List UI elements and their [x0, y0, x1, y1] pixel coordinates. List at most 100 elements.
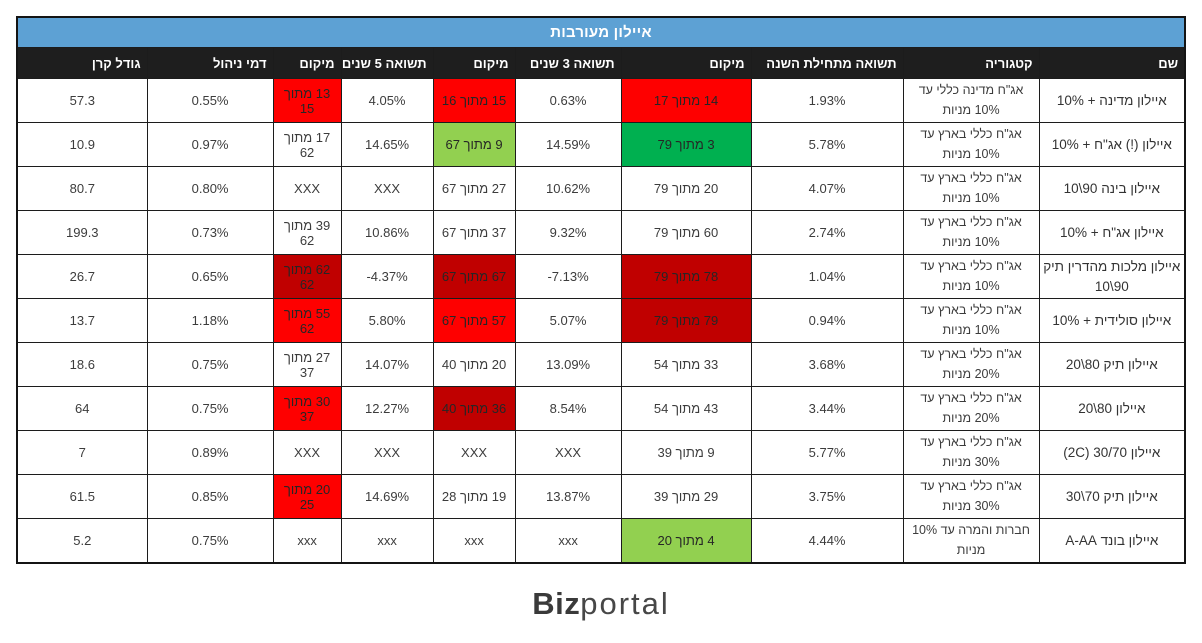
- cell-y3: XXX: [514, 430, 622, 475]
- cell-rank_y3: 27 מתוך 67: [432, 166, 516, 211]
- cell-rank_y3: 36 מתוך 40: [432, 386, 516, 431]
- cell-rank_y3: 19 מתוך 28: [432, 474, 516, 519]
- cell-fee: 0.89%: [146, 430, 274, 475]
- cell-name: איילון בונד A-AA: [1038, 518, 1186, 564]
- cell-ytd: 3.44%: [750, 386, 904, 431]
- cell-fee: 0.80%: [146, 166, 274, 211]
- cell-y3: 5.07%: [514, 298, 622, 343]
- cell-name: איילון בינה 90\10: [1038, 166, 1186, 211]
- logo-biz: Biz: [532, 586, 581, 621]
- cell-rank_y3: 67 מתוך 67: [432, 254, 516, 299]
- col-header-rank-3y: מיקום: [432, 47, 516, 79]
- col-header-fund-size: גודל קרן: [16, 47, 148, 79]
- cell-size: 61.5: [16, 474, 148, 519]
- cell-y3: 8.54%: [514, 386, 622, 431]
- title-row: איילון מעורבות: [16, 16, 1186, 48]
- cell-rank_ytd: 78 מתוך 79: [620, 254, 752, 299]
- table-row: איילון מלכות מהדרין תיק 90\10 אג"ח כללי ב…: [16, 254, 1186, 299]
- cell-y5: 5.80%: [340, 298, 434, 343]
- cell-fee: 0.97%: [146, 122, 274, 167]
- cell-y5: 14.07%: [340, 342, 434, 387]
- cell-ytd: 3.75%: [750, 474, 904, 519]
- cell-rank_ytd: 14 מתוך 17: [620, 78, 752, 123]
- cell-size: 5.2: [16, 518, 148, 564]
- cell-name: איילון מלכות מהדרין תיק 90\10: [1038, 254, 1186, 299]
- cell-ytd: 5.78%: [750, 122, 904, 167]
- table-row: איילון מדינה + 10% אג"ח מדינה כללי עד 10%…: [16, 78, 1186, 123]
- table-row: איילון בונד A-AA חברות והמרה עד 10% מניות…: [16, 518, 1186, 564]
- cell-category: אג"ח כללי בארץ עד 20% מניות: [902, 386, 1040, 431]
- cell-rank_y5: 13 מתוך 15: [272, 78, 342, 123]
- cell-rank_y3: 20 מתוך 40: [432, 342, 516, 387]
- cell-fee: 0.65%: [146, 254, 274, 299]
- cell-category: אג"ח כללי בארץ עד 10% מניות: [902, 122, 1040, 167]
- cell-size: 57.3: [16, 78, 148, 123]
- cell-rank_y5: 62 מתוך 62: [272, 254, 342, 299]
- cell-rank_ytd: 4 מתוך 20: [620, 518, 752, 564]
- cell-y5: 12.27%: [340, 386, 434, 431]
- cell-y3: 13.09%: [514, 342, 622, 387]
- table-row: איילון בינה 90\10 אג"ח כללי בארץ עד 10% מ…: [16, 166, 1186, 211]
- cell-rank_ytd: 29 מתוך 39: [620, 474, 752, 519]
- cell-size: 199.3: [16, 210, 148, 255]
- col-header-rank-5y: מיקום: [272, 47, 342, 79]
- cell-name: איילון מדינה + 10%: [1038, 78, 1186, 123]
- col-header-category: קטגוריה: [902, 47, 1040, 79]
- cell-y3: 0.63%: [514, 78, 622, 123]
- cell-rank_y5: 20 מתוך 25: [272, 474, 342, 519]
- table-row: איילון 80\20 אג"ח כללי בארץ עד 20% מניות 3…: [16, 386, 1186, 431]
- cell-y5: 14.65%: [340, 122, 434, 167]
- bizportal-logo[interactable]: Bizportal: [0, 586, 1202, 622]
- cell-rank_ytd: 20 מתוך 79: [620, 166, 752, 211]
- cell-y3: -7.13%: [514, 254, 622, 299]
- cell-rank_ytd: 33 מתוך 54: [620, 342, 752, 387]
- cell-rank_y3: 15 מתוך 16: [432, 78, 516, 123]
- cell-fee: 0.75%: [146, 386, 274, 431]
- table-title: איילון מעורבות: [16, 16, 1186, 48]
- cell-category: אג"ח כללי בארץ עד 10% מניות: [902, 254, 1040, 299]
- cell-rank_y5: xxx: [272, 518, 342, 564]
- cell-category: אג"ח כללי בארץ עד 30% מניות: [902, 430, 1040, 475]
- table-row: איילון תיק 70\30 אג"ח כללי בארץ עד 30% מנ…: [16, 474, 1186, 519]
- cell-ytd: 5.77%: [750, 430, 904, 475]
- cell-category: חברות והמרה עד 10% מניות: [902, 518, 1040, 564]
- cell-category: אג"ח כללי בארץ עד 20% מניות: [902, 342, 1040, 387]
- cell-category: אג"ח כללי בארץ עד 30% מניות: [902, 474, 1040, 519]
- table-row: איילון 30/70 (2C) אג"ח כללי בארץ עד 30% מ…: [16, 430, 1186, 475]
- cell-rank_ytd: 43 מתוך 54: [620, 386, 752, 431]
- table-row: איילון (!) אג"ח + 10% אג"ח כללי בארץ עד 1…: [16, 122, 1186, 167]
- table-row: איילון סולידית + 10% אג"ח כללי בארץ עד 10…: [16, 298, 1186, 343]
- cell-rank_y5: 27 מתוך 37: [272, 342, 342, 387]
- cell-y5: 10.86%: [340, 210, 434, 255]
- cell-rank_y5: 30 מתוך 37: [272, 386, 342, 431]
- col-header-5y: תשואה 5 שנים: [340, 47, 434, 79]
- cell-rank_ytd: 9 מתוך 39: [620, 430, 752, 475]
- cell-name: איילון 30/70 (2C): [1038, 430, 1186, 475]
- cell-ytd: 1.93%: [750, 78, 904, 123]
- cell-fee: 0.85%: [146, 474, 274, 519]
- col-header-ytd: תשואה מתחילת השנה: [750, 47, 904, 79]
- cell-size: 18.6: [16, 342, 148, 387]
- cell-y3: 10.62%: [514, 166, 622, 211]
- table-row: איילון תיק 80\20 אג"ח כללי בארץ עד 20% מנ…: [16, 342, 1186, 387]
- cell-ytd: 3.68%: [750, 342, 904, 387]
- cell-rank_ytd: 60 מתוך 79: [620, 210, 752, 255]
- logo-portal: portal: [580, 586, 670, 621]
- cell-fee: 1.18%: [146, 298, 274, 343]
- cell-y5: xxx: [340, 518, 434, 564]
- cell-rank_y5: XXX: [272, 430, 342, 475]
- cell-y3: 14.59%: [514, 122, 622, 167]
- cell-rank_ytd: 79 מתוך 79: [620, 298, 752, 343]
- cell-size: 10.9: [16, 122, 148, 167]
- cell-rank_y5: 55 מתוך 62: [272, 298, 342, 343]
- cell-rank_y5: 39 מתוך 62: [272, 210, 342, 255]
- cell-ytd: 1.04%: [750, 254, 904, 299]
- header-row: שם קטגוריה תשואה מתחילת השנה מיקום תשואה…: [16, 47, 1186, 79]
- cell-name: איילון (!) אג"ח + 10%: [1038, 122, 1186, 167]
- cell-fee: 0.75%: [146, 518, 274, 564]
- col-header-name: שם: [1038, 47, 1186, 79]
- cell-ytd: 4.07%: [750, 166, 904, 211]
- cell-name: איילון סולידית + 10%: [1038, 298, 1186, 343]
- cell-category: אג"ח מדינה כללי עד 10% מניות: [902, 78, 1040, 123]
- cell-name: איילון 80\20: [1038, 386, 1186, 431]
